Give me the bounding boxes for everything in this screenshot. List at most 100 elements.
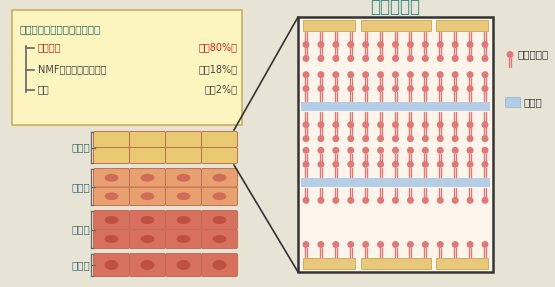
- Text: NMF（天然保湿因子）: NMF（天然保湿因子）: [38, 64, 107, 74]
- Circle shape: [392, 197, 399, 204]
- Circle shape: [302, 147, 310, 154]
- FancyBboxPatch shape: [165, 230, 201, 249]
- Circle shape: [422, 121, 429, 128]
- Circle shape: [317, 55, 325, 62]
- Circle shape: [362, 55, 369, 62]
- Circle shape: [467, 71, 473, 78]
- Circle shape: [407, 71, 414, 78]
- Circle shape: [482, 135, 488, 142]
- FancyBboxPatch shape: [129, 187, 165, 205]
- Circle shape: [437, 241, 444, 248]
- FancyBboxPatch shape: [361, 20, 431, 31]
- Circle shape: [422, 241, 429, 248]
- Circle shape: [392, 85, 399, 92]
- FancyBboxPatch shape: [301, 178, 490, 187]
- Text: ：セラミド: ：セラミド: [518, 49, 549, 59]
- Circle shape: [482, 197, 488, 204]
- Circle shape: [467, 85, 473, 92]
- FancyBboxPatch shape: [129, 210, 165, 230]
- Circle shape: [437, 41, 444, 48]
- Circle shape: [317, 121, 325, 128]
- Circle shape: [407, 121, 414, 128]
- Ellipse shape: [176, 235, 190, 243]
- Text: 有棘層: 有棘層: [71, 224, 90, 234]
- Circle shape: [452, 135, 458, 142]
- Ellipse shape: [140, 216, 154, 224]
- Circle shape: [347, 121, 354, 128]
- Ellipse shape: [140, 260, 154, 270]
- Circle shape: [347, 147, 354, 154]
- Circle shape: [437, 147, 444, 154]
- FancyBboxPatch shape: [303, 258, 355, 269]
- Circle shape: [332, 85, 339, 92]
- Text: （約80%）: （約80%）: [199, 42, 238, 52]
- FancyBboxPatch shape: [361, 258, 431, 269]
- Circle shape: [332, 135, 339, 142]
- Circle shape: [422, 71, 429, 78]
- Circle shape: [467, 55, 473, 62]
- Circle shape: [422, 85, 429, 92]
- Circle shape: [407, 197, 414, 204]
- FancyBboxPatch shape: [93, 230, 129, 249]
- Circle shape: [392, 121, 399, 128]
- Circle shape: [392, 241, 399, 248]
- Circle shape: [362, 71, 369, 78]
- Circle shape: [362, 241, 369, 248]
- FancyBboxPatch shape: [93, 148, 129, 164]
- Text: （約2%）: （約2%）: [205, 84, 238, 94]
- Circle shape: [392, 147, 399, 154]
- Ellipse shape: [104, 174, 118, 182]
- Circle shape: [422, 55, 429, 62]
- Circle shape: [332, 241, 339, 248]
- Circle shape: [362, 161, 369, 168]
- Circle shape: [452, 161, 458, 168]
- Ellipse shape: [213, 216, 226, 224]
- Circle shape: [482, 147, 488, 154]
- Circle shape: [377, 121, 384, 128]
- Circle shape: [377, 41, 384, 48]
- Circle shape: [302, 197, 310, 204]
- Circle shape: [377, 135, 384, 142]
- Ellipse shape: [213, 192, 226, 200]
- Circle shape: [377, 147, 384, 154]
- FancyBboxPatch shape: [93, 187, 129, 205]
- Circle shape: [392, 71, 399, 78]
- FancyBboxPatch shape: [165, 187, 201, 205]
- Circle shape: [332, 55, 339, 62]
- Circle shape: [407, 41, 414, 48]
- FancyBboxPatch shape: [505, 97, 520, 107]
- FancyBboxPatch shape: [165, 210, 201, 230]
- Ellipse shape: [176, 216, 190, 224]
- Circle shape: [452, 71, 458, 78]
- Circle shape: [482, 161, 488, 168]
- FancyBboxPatch shape: [303, 20, 355, 31]
- FancyBboxPatch shape: [201, 253, 238, 276]
- Circle shape: [407, 55, 414, 62]
- Text: 肌の水分を保つ役割への寄与: 肌の水分を保つ役割への寄与: [20, 24, 101, 34]
- Circle shape: [392, 135, 399, 142]
- Circle shape: [302, 135, 310, 142]
- Circle shape: [302, 85, 310, 92]
- Circle shape: [377, 241, 384, 248]
- Circle shape: [437, 85, 444, 92]
- Circle shape: [437, 71, 444, 78]
- Circle shape: [347, 135, 354, 142]
- Ellipse shape: [104, 192, 118, 200]
- Circle shape: [362, 85, 369, 92]
- Circle shape: [377, 161, 384, 168]
- Circle shape: [437, 161, 444, 168]
- Circle shape: [377, 197, 384, 204]
- Circle shape: [482, 71, 488, 78]
- Circle shape: [452, 147, 458, 154]
- Ellipse shape: [104, 260, 118, 270]
- Circle shape: [332, 197, 339, 204]
- Circle shape: [452, 121, 458, 128]
- Circle shape: [347, 71, 354, 78]
- Circle shape: [437, 135, 444, 142]
- FancyBboxPatch shape: [129, 148, 165, 164]
- Circle shape: [452, 197, 458, 204]
- Circle shape: [437, 121, 444, 128]
- FancyBboxPatch shape: [93, 210, 129, 230]
- Circle shape: [422, 161, 429, 168]
- Circle shape: [377, 71, 384, 78]
